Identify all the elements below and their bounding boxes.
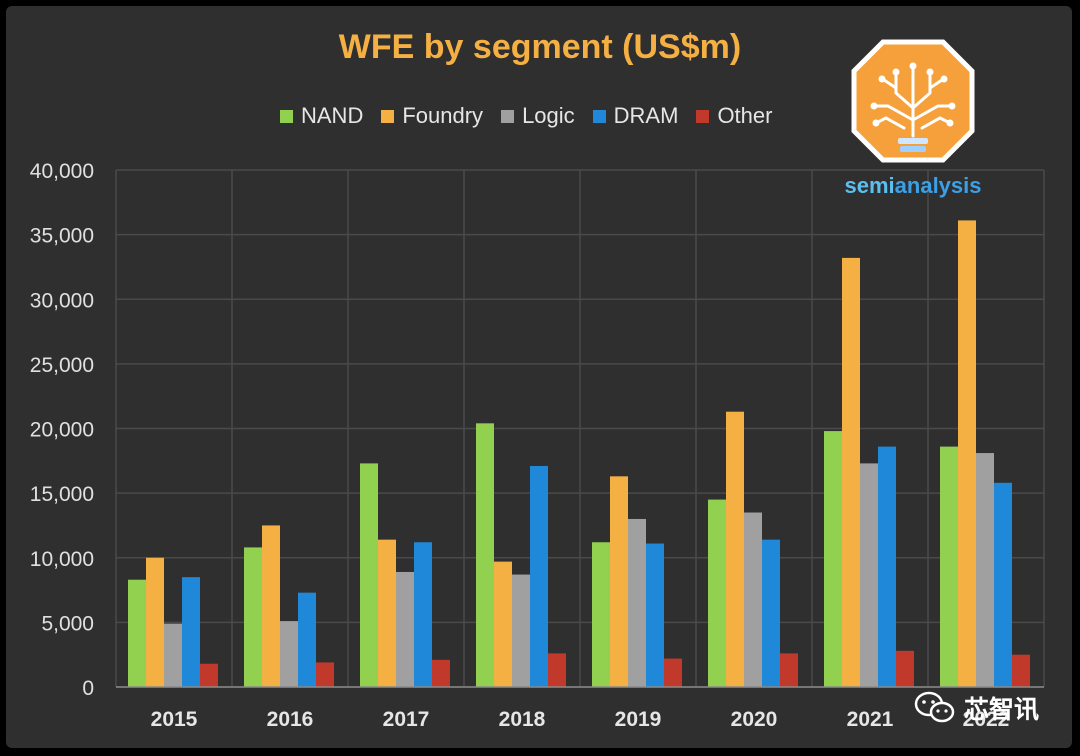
bar-foundry-2018	[494, 561, 512, 687]
legend-label: Other	[717, 103, 773, 128]
watermark-text: 芯智讯	[964, 696, 1040, 724]
y-tick-label: 25,000	[30, 354, 94, 377]
x-tick-label: 2015	[151, 708, 198, 731]
x-tick-label: 2022	[963, 708, 1010, 731]
bar-nand-2018	[476, 423, 494, 687]
y-tick-label: 15,000	[30, 483, 94, 506]
legend-item-nand: NAND	[280, 103, 363, 129]
semianalysis-logo: semianalysis	[845, 39, 982, 198]
bar-nand-2021	[824, 431, 842, 687]
bar-other-2016	[316, 662, 334, 687]
bar-foundry-2020	[726, 411, 744, 687]
bar-other-2021	[896, 650, 914, 687]
y-tick-label: 10,000	[30, 548, 94, 571]
lightbulb-circuit-icon	[851, 39, 975, 163]
y-tick-label: 30,000	[30, 289, 94, 312]
x-tick-label: 2016	[267, 708, 314, 731]
legend: NAND Foundry Logic DRAM Other	[280, 102, 772, 130]
legend-label: NAND	[301, 103, 364, 128]
bar-foundry-2016	[262, 525, 280, 687]
bar-logic-2019	[628, 518, 646, 687]
legend-item-dram: DRAM	[592, 103, 679, 129]
bars	[128, 220, 1030, 687]
bar-other-2015	[200, 663, 218, 687]
legend-item-logic: Logic	[501, 103, 575, 129]
bar-nand-2019	[592, 542, 610, 687]
axes: 2015 2016 2017 2018 2019 2020 2021 2022	[116, 686, 1044, 731]
bar-dram-2017	[414, 542, 432, 687]
x-tick-label: 2021	[847, 708, 894, 731]
bar-other-2020	[780, 653, 798, 687]
bar-dram-2015	[182, 577, 200, 687]
x-tick-label: 2018	[499, 708, 546, 731]
bar-dram-2021	[878, 446, 896, 687]
bar-logic-2016	[280, 621, 298, 687]
bar-foundry-2015	[146, 557, 164, 687]
x-tick-label: 2020	[731, 708, 778, 731]
bar-foundry-2022	[958, 220, 976, 687]
svg-text:semianalysis: semianalysis	[845, 173, 982, 198]
bar-dram-2018	[530, 465, 548, 687]
bar-foundry-2021	[842, 257, 860, 687]
bar-nand-2017	[360, 463, 378, 687]
bar-foundry-2019	[610, 476, 628, 687]
legend-label: DRAM	[613, 103, 679, 128]
x-tick-label: 2019	[615, 708, 662, 731]
bar-logic-2020	[744, 512, 762, 687]
watermark: 芯智讯	[914, 690, 1039, 726]
bar-dram-2022	[994, 482, 1012, 687]
legend-swatch	[592, 109, 606, 123]
bar-logic-2015	[164, 623, 182, 687]
bar-logic-2018	[512, 574, 530, 687]
chart-title: WFE by segment (US$m)	[338, 28, 742, 66]
bar-nand-2022	[940, 446, 958, 687]
legend-item-other: Other	[696, 103, 772, 129]
legend-swatch	[381, 109, 395, 123]
bar-logic-2021	[860, 463, 878, 687]
y-tick-label: 5,000	[41, 612, 94, 635]
legend-swatch	[696, 109, 710, 123]
bar-dram-2019	[646, 543, 664, 687]
y-tick-label: 20,000	[30, 419, 94, 442]
y-tick-label: 0	[82, 677, 94, 700]
bar-dram-2020	[762, 539, 780, 687]
bar-nand-2020	[708, 499, 726, 687]
bar-dram-2016	[298, 592, 316, 687]
bar-other-2019	[664, 658, 682, 687]
y-tick-label: 40,000	[30, 160, 94, 183]
legend-swatch	[280, 109, 293, 123]
bar-logic-2022	[976, 453, 994, 687]
y-tick-label: 35,000	[30, 225, 94, 248]
wechat-icon	[914, 691, 955, 723]
bar-nand-2015	[128, 579, 146, 687]
legend-item-foundry: Foundry	[381, 103, 483, 129]
legend-label: Logic	[522, 103, 575, 128]
x-tick-label: 2017	[383, 708, 430, 731]
bar-nand-2016	[244, 547, 262, 687]
legend-swatch	[501, 109, 515, 123]
bar-foundry-2017	[378, 539, 396, 687]
bar-logic-2017	[396, 571, 414, 687]
legend-label: Foundry	[402, 103, 484, 128]
bar-other-2018	[548, 653, 566, 687]
bar-other-2022	[1012, 654, 1030, 687]
bar-other-2017	[432, 659, 450, 687]
